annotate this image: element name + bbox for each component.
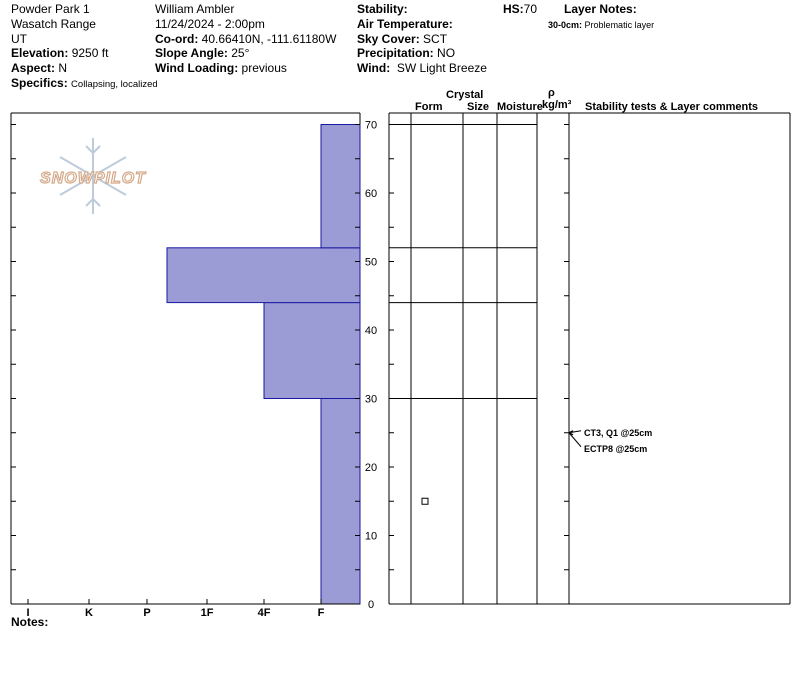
wind: Wind: SW Light Breeze [357, 61, 487, 75]
hs-label: HS: [503, 2, 524, 16]
elevation-value: 9250 ft [71, 46, 109, 60]
snowflake-logo [59, 138, 127, 214]
col-header-moisture: Moisture [497, 101, 543, 113]
y-tick-label: 40 [365, 325, 377, 337]
col-header-stability: Stability tests & Layer comments [585, 101, 759, 113]
range-name: Wasatch Range [11, 17, 96, 31]
layer-note-text: Problematic layer [584, 20, 655, 30]
test-leader-line [568, 430, 582, 434]
elevation-label: Elevation: [11, 46, 69, 60]
wind-value: SW Light Breeze [396, 61, 487, 75]
hardness-bar-0 [320, 398, 361, 605]
state-name: UT [11, 32, 27, 46]
coord-label: Co-ord: [155, 32, 199, 46]
col-header-crystal: Crystal [446, 89, 484, 101]
wind-loading: Wind Loading: previous [155, 61, 287, 75]
slope-angle: Slope Angle: 25° [155, 46, 249, 60]
location-name: Powder Park 1 [11, 2, 90, 16]
wind-loading-label: Wind Loading: [155, 61, 239, 75]
sky-label: Sky Cover: [357, 32, 420, 46]
hardness-bar-2 [166, 247, 361, 304]
precip-label: Precipitation: [357, 46, 434, 60]
specifics-value: Collapsing, localized [71, 79, 157, 90]
wind-loading-value: previous [241, 61, 287, 75]
layer-table [388, 112, 791, 605]
grain-form-square-icon [421, 497, 429, 505]
col-header-size: Size [467, 101, 490, 113]
x-tick-label: K [85, 607, 93, 619]
air-temperature-label: Air Temperature: [357, 17, 453, 31]
x-tick-label: P [143, 607, 150, 619]
specifics: Specifics: Collapsing, localized [11, 76, 157, 92]
layer-note: 30-0cm: Problematic layer [548, 18, 654, 32]
coordinates: Co-ord: 40.66410N, -111.61180W [155, 32, 336, 46]
aspect-label: Aspect: [11, 61, 56, 75]
x-tick-label: 4F [258, 607, 271, 619]
y-tick-label: 10 [365, 531, 377, 543]
sky-value: SCT [423, 32, 448, 46]
layer-note-depth: 30-0cm: [548, 20, 583, 30]
col-header-density: kg/m³ [542, 99, 572, 111]
observation-datetime: 11/24/2024 - 2:00pm [155, 17, 265, 31]
y-tick-label: 70 [365, 120, 377, 132]
col-header-form: Form [415, 101, 443, 113]
stability-label: Stability: [357, 2, 408, 16]
slope-label: Slope Angle: [155, 46, 228, 60]
y-tick-label: 20 [365, 462, 377, 474]
wind-label: Wind: [357, 61, 391, 75]
sky-cover: Sky Cover: SCT [357, 32, 447, 46]
layer-notes-label: Layer Notes: [564, 2, 637, 16]
slope-value: 25° [231, 46, 250, 60]
stability-test-label: ECTP8 @25cm [584, 444, 647, 454]
hardness-bar-3 [320, 124, 361, 249]
observer-name: William Ambler [155, 2, 235, 16]
test-leader-line [568, 432, 582, 448]
snowpilot-logo-text: SNOWPILOT [40, 170, 146, 187]
specifics-label: Specifics: [11, 76, 68, 90]
y-tick-label: 50 [365, 257, 377, 269]
y-tick-label: 0 [368, 599, 374, 611]
stability-test-label: CT3, Q1 @25cm [584, 428, 652, 438]
hs-value: 70 [523, 2, 538, 16]
y-tick-label: 30 [365, 394, 377, 406]
x-tick-label: I [26, 607, 29, 619]
x-tick-label: 1F [201, 607, 214, 619]
test-arrow-icon [567, 430, 574, 436]
coord-value: 40.66410N, -111.61180W [201, 32, 337, 46]
notes-label: Notes: [11, 615, 49, 629]
snow-height: HS:70 [503, 2, 537, 16]
y-tick-label: 60 [365, 188, 377, 200]
elevation: Elevation: 9250 ft [11, 46, 108, 60]
col-header-rho: ρ [548, 87, 555, 99]
precipitation: Precipitation: NO [357, 46, 455, 60]
hardness-bar-1 [263, 302, 361, 400]
x-tick-label: F [318, 607, 325, 619]
aspect-value: N [58, 61, 68, 75]
precip-value: NO [437, 46, 456, 60]
aspect: Aspect: N [11, 61, 67, 75]
